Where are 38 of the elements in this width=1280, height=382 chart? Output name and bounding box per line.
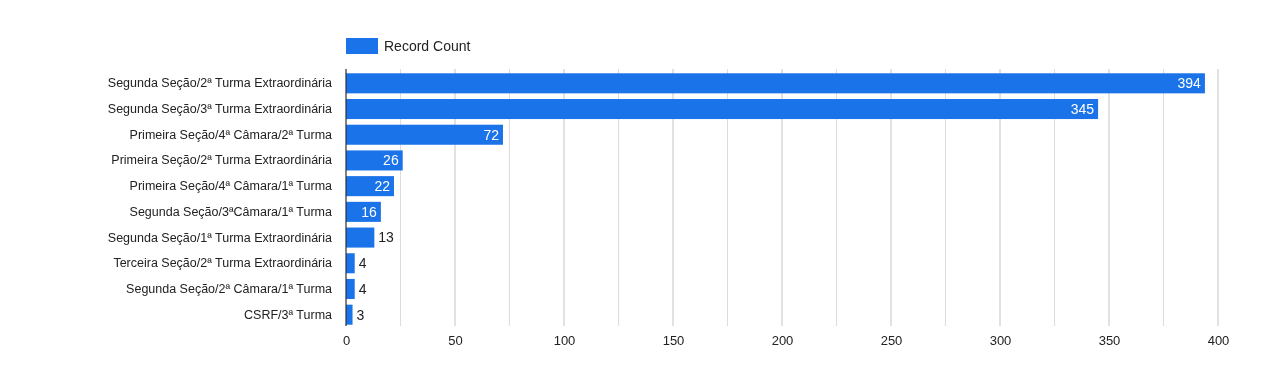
x-tick-label: 100 bbox=[553, 333, 576, 349]
data-label: 72 bbox=[483, 126, 500, 143]
y-tick-label: Segunda Seção/2ª Câmara/1ª Turma bbox=[126, 281, 333, 296]
data-label: 16 bbox=[361, 203, 378, 220]
data-label: 4 bbox=[358, 280, 367, 297]
bar bbox=[346, 227, 375, 248]
data-label: 13 bbox=[378, 229, 395, 246]
x-tick-label: 400 bbox=[1207, 333, 1230, 349]
x-tick-label: 350 bbox=[1098, 333, 1121, 349]
x-tick-label: 200 bbox=[771, 333, 794, 349]
x-tick-label: 300 bbox=[989, 333, 1012, 349]
y-tick-label: Terceira Seção/2ª Turma Extraordinária bbox=[113, 256, 333, 271]
y-tick-label: Primeira Seção/4ª Câmara/1ª Turma bbox=[129, 179, 333, 194]
x-tick-label: 0 bbox=[342, 333, 351, 349]
y-tick-label: Segunda Seção/1ª Turma Extraordinária bbox=[107, 230, 333, 245]
y-tick-label: Segunda Seção/3ªCâmara/1ª Turma bbox=[129, 204, 333, 219]
y-tick-label: Primeira Seção/2ª Turma Extraordinária bbox=[111, 153, 333, 168]
y-tick-label: CSRF/3ª Turma bbox=[244, 307, 333, 322]
bar bbox=[346, 73, 1205, 94]
y-tick-label: Primeira Seção/4ª Câmara/2ª Turma bbox=[129, 127, 333, 142]
data-label: 26 bbox=[383, 152, 399, 169]
data-label: 4 bbox=[358, 255, 367, 272]
y-tick-label: Segunda Seção/2ª Turma Extraordinária bbox=[107, 76, 333, 91]
bar bbox=[346, 124, 503, 145]
bar bbox=[346, 98, 1099, 120]
y-tick-label: Segunda Seção/3ª Turma Extraordinária bbox=[107, 102, 333, 117]
bar bbox=[346, 253, 355, 274]
x-tick-label: 150 bbox=[662, 333, 685, 349]
bar bbox=[346, 278, 355, 300]
x-tick-label: 50 bbox=[448, 333, 463, 349]
legend-label: Record Count bbox=[384, 37, 471, 54]
data-label: 345 bbox=[1070, 100, 1095, 117]
x-tick-label: 250 bbox=[880, 333, 903, 349]
bar bbox=[346, 304, 353, 325]
data-label: 394 bbox=[1177, 75, 1202, 92]
bar bbox=[346, 150, 403, 171]
data-label: 22 bbox=[374, 178, 391, 195]
data-label: 3 bbox=[356, 306, 365, 323]
